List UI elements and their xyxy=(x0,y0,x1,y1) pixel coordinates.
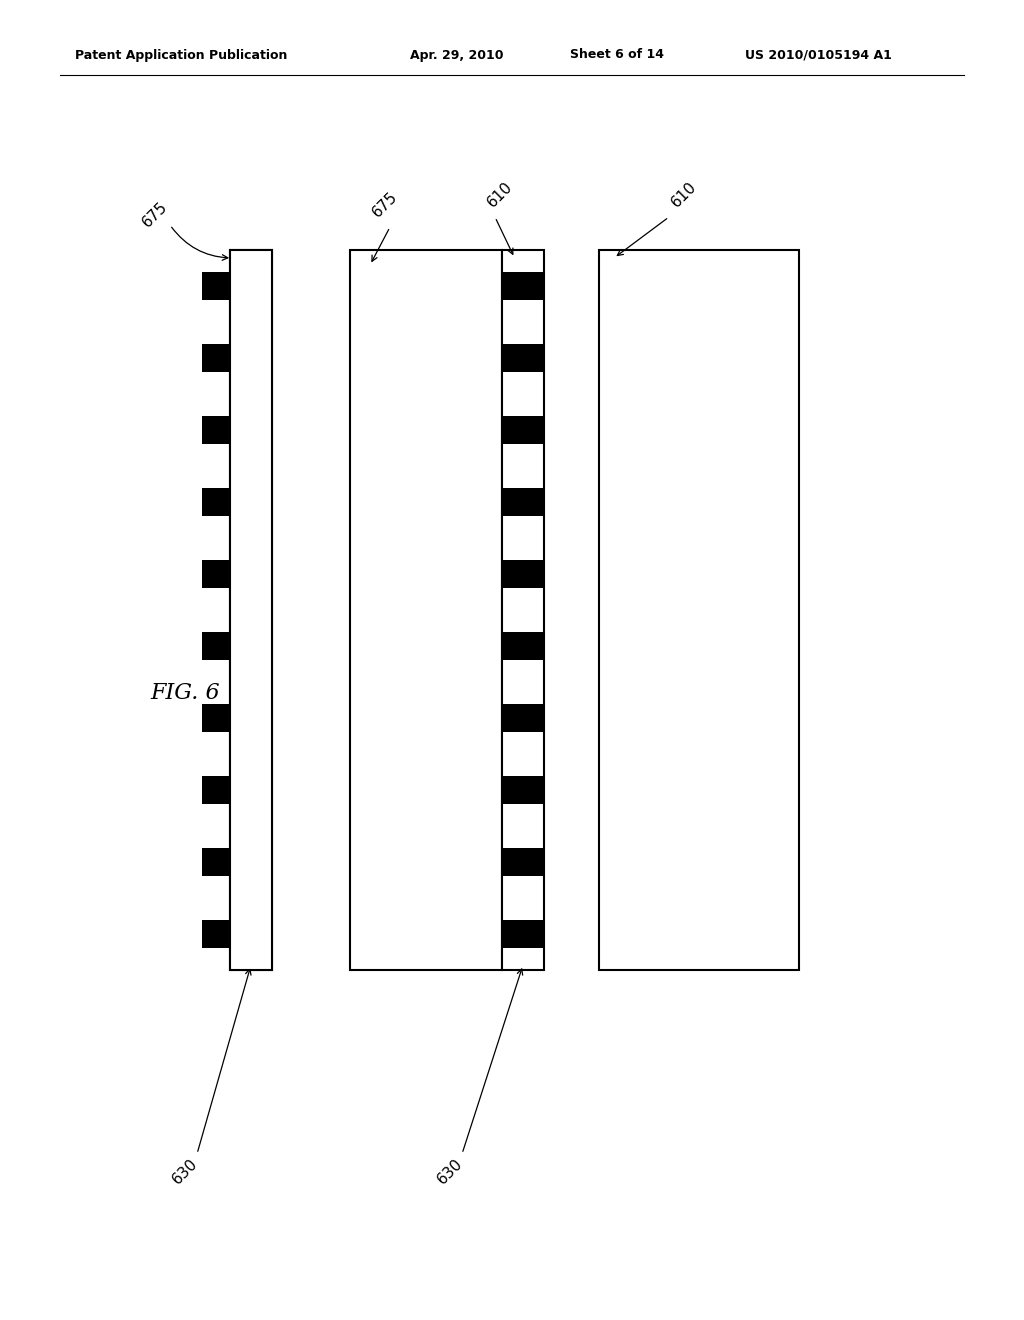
Text: 630: 630 xyxy=(169,1156,201,1188)
Bar xyxy=(202,272,238,300)
Bar xyxy=(502,875,544,920)
Bar xyxy=(202,488,238,516)
Bar xyxy=(502,444,544,488)
Bar xyxy=(202,560,238,587)
Bar xyxy=(502,731,544,776)
Bar xyxy=(502,249,544,272)
Text: US 2010/0105194 A1: US 2010/0105194 A1 xyxy=(745,49,892,62)
Bar xyxy=(202,705,238,731)
Text: Patent Application Publication: Patent Application Publication xyxy=(75,49,288,62)
Bar xyxy=(202,849,238,875)
Bar xyxy=(502,249,544,970)
Bar xyxy=(502,249,544,970)
Bar xyxy=(202,776,238,804)
Bar xyxy=(202,920,238,948)
Bar xyxy=(502,587,544,632)
Text: FIG. 6: FIG. 6 xyxy=(150,682,219,704)
Text: 610: 610 xyxy=(484,180,515,211)
Bar xyxy=(202,632,238,660)
Text: 675: 675 xyxy=(139,199,171,231)
Bar xyxy=(502,372,544,416)
Bar xyxy=(202,345,238,372)
Text: Apr. 29, 2010: Apr. 29, 2010 xyxy=(410,49,504,62)
Bar xyxy=(202,416,238,444)
Bar xyxy=(502,804,544,849)
Bar xyxy=(230,249,272,970)
Bar xyxy=(502,300,544,345)
Bar xyxy=(502,660,544,705)
Bar xyxy=(502,948,544,970)
Bar xyxy=(502,516,544,560)
Text: 630: 630 xyxy=(434,1156,466,1188)
Text: Sheet 6 of 14: Sheet 6 of 14 xyxy=(570,49,664,62)
Text: 675: 675 xyxy=(370,190,400,220)
Bar xyxy=(230,249,272,970)
Text: 610: 610 xyxy=(669,180,699,211)
Bar xyxy=(599,249,799,970)
Bar xyxy=(350,249,502,970)
